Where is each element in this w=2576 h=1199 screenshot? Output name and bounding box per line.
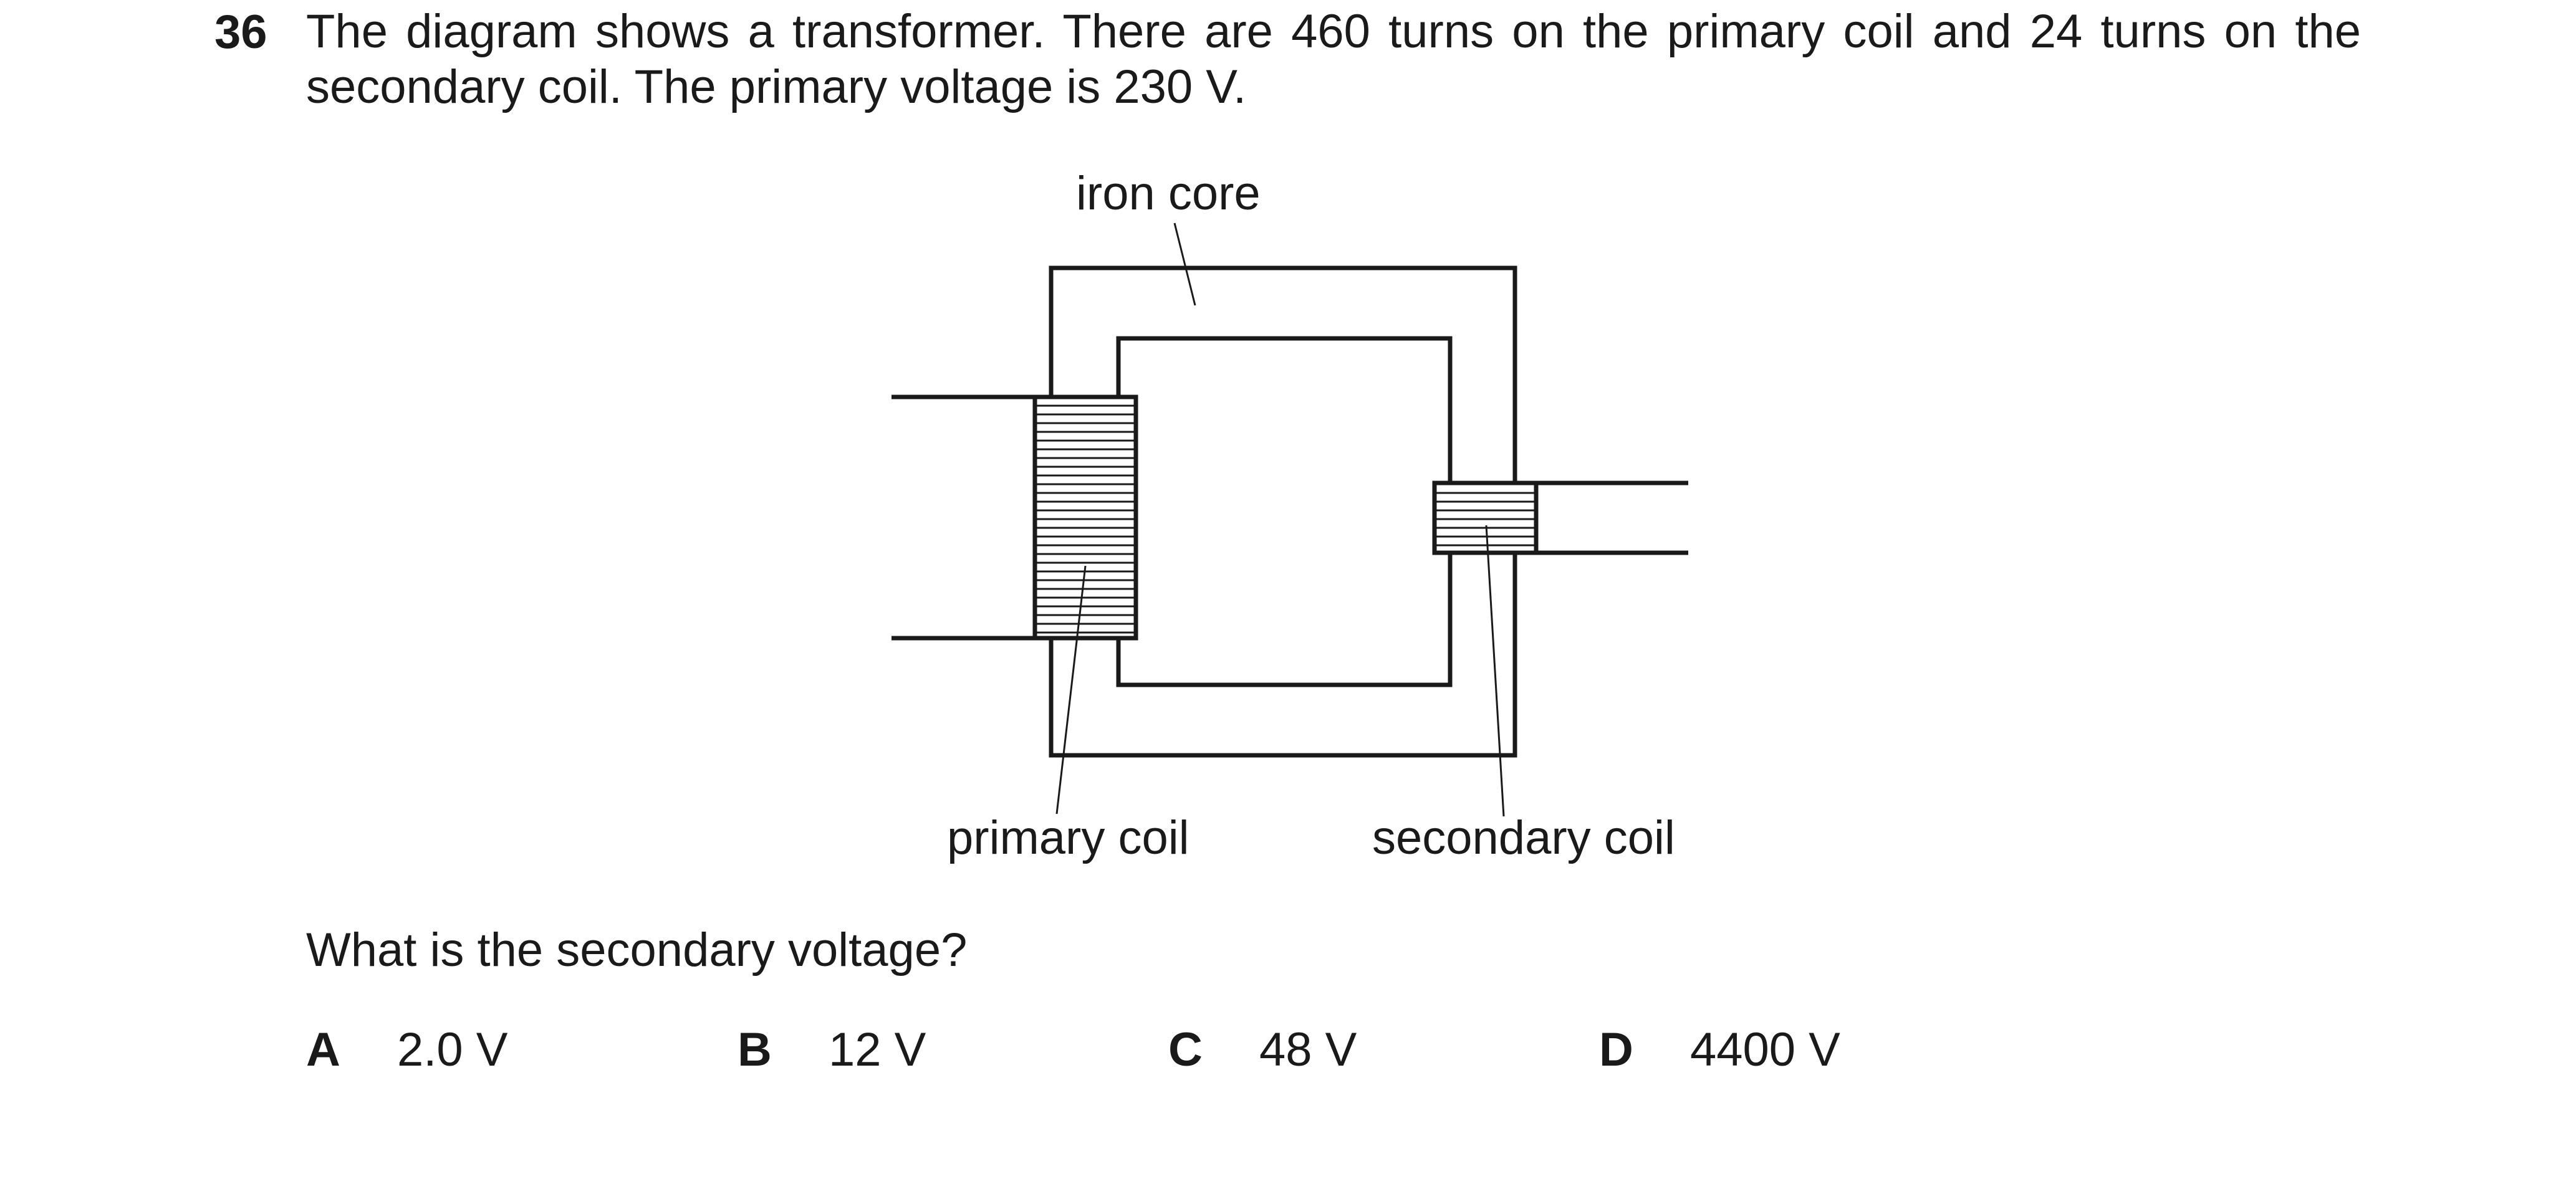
primary-coil xyxy=(1032,394,1138,641)
option-b-value: 12 V xyxy=(829,1023,926,1076)
option-d-value: 4400 V xyxy=(1690,1023,1840,1076)
question-prompt: What is the secondary voltage? xyxy=(306,924,968,977)
option-a-letter: A xyxy=(306,1023,340,1076)
option-a-value: 2.0 V xyxy=(397,1023,508,1076)
secondary-coil-leader-line xyxy=(1485,525,1505,817)
question-number: 36 xyxy=(214,6,267,59)
question-stem: The diagram shows a transformer. There a… xyxy=(306,4,2361,115)
primary-leads xyxy=(892,394,1035,641)
leader-lines xyxy=(1055,222,1505,817)
iron-core-inner-edge xyxy=(1116,336,1453,687)
option-b: B 12 V xyxy=(738,1022,926,1078)
option-c-letter: C xyxy=(1168,1023,1203,1076)
secondary-coil-label: secondary coil xyxy=(1372,811,1675,864)
primary-coil-leader-line xyxy=(1055,565,1087,814)
option-c-value: 48 V xyxy=(1259,1023,1357,1076)
option-c: C 48 V xyxy=(1168,1022,1357,1078)
question-stem-line-2: secondary coil. The primary voltage is 2… xyxy=(306,60,1247,113)
option-d-letter: D xyxy=(1599,1023,1633,1076)
option-b-letter: B xyxy=(738,1023,772,1076)
iron-core-leader-line xyxy=(1173,222,1196,306)
iron-core-label: iron core xyxy=(1076,167,1261,220)
primary-coil-label: primary coil xyxy=(947,811,1189,864)
option-a: A 2.0 V xyxy=(306,1022,507,1078)
question-stem-line-1: The diagram shows a transformer. There a… xyxy=(306,5,2361,58)
secondary-leads xyxy=(1536,480,1688,555)
secondary-coil xyxy=(1432,480,1539,555)
option-d: D 4400 V xyxy=(1599,1022,1840,1078)
